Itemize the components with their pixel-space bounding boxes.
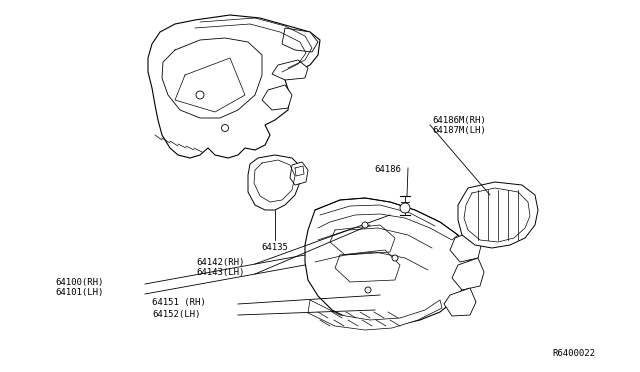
Text: 64143(LH): 64143(LH)	[196, 269, 244, 278]
Text: 64135: 64135	[262, 244, 289, 253]
Text: 64187M(LH): 64187M(LH)	[432, 126, 486, 135]
Polygon shape	[305, 198, 470, 325]
Text: 64101(LH): 64101(LH)	[55, 289, 104, 298]
Circle shape	[221, 125, 228, 131]
Text: 64151 (RH): 64151 (RH)	[152, 298, 205, 308]
Circle shape	[362, 222, 368, 228]
Polygon shape	[444, 288, 476, 316]
Polygon shape	[272, 60, 308, 80]
Text: 64152(LH): 64152(LH)	[152, 310, 200, 318]
Polygon shape	[458, 182, 538, 248]
Polygon shape	[290, 162, 308, 185]
Circle shape	[400, 203, 410, 213]
Circle shape	[365, 287, 371, 293]
Text: 64186: 64186	[374, 164, 401, 173]
Polygon shape	[308, 300, 442, 330]
Polygon shape	[262, 85, 292, 110]
Polygon shape	[282, 28, 318, 52]
Text: 64100(RH): 64100(RH)	[55, 279, 104, 288]
Polygon shape	[450, 230, 482, 262]
Circle shape	[392, 255, 398, 261]
Text: 64142(RH): 64142(RH)	[196, 257, 244, 266]
Polygon shape	[148, 15, 320, 158]
Polygon shape	[452, 258, 484, 290]
Circle shape	[196, 91, 204, 99]
Text: R6400022: R6400022	[552, 349, 595, 358]
Polygon shape	[248, 155, 300, 210]
Text: 64186M(RH): 64186M(RH)	[432, 115, 486, 125]
